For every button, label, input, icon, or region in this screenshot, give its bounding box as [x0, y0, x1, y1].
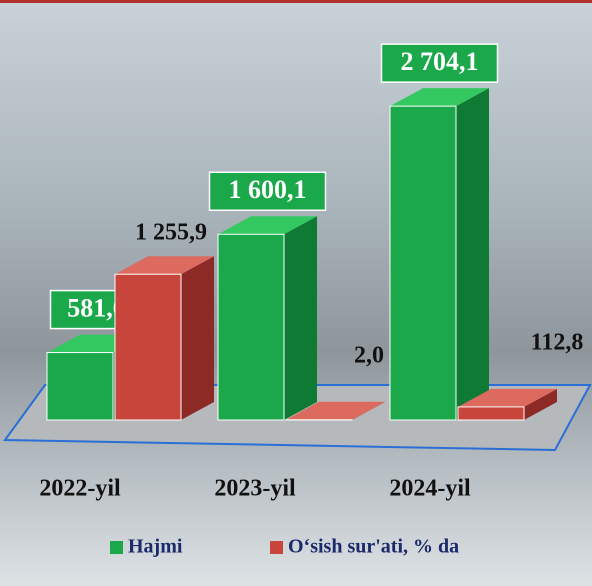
bar — [217, 216, 317, 421]
bar-side — [456, 88, 489, 420]
bar-top — [390, 88, 489, 107]
bar-side — [352, 401, 385, 420]
legend: Hajmi O‘sish sur'ati, % da — [110, 536, 459, 558]
legend-swatch — [270, 541, 283, 554]
bar — [457, 388, 557, 421]
bar — [389, 88, 489, 421]
legend-swatch — [110, 541, 123, 554]
bar-top — [458, 388, 557, 407]
bar-top — [286, 401, 385, 420]
bar-side — [284, 216, 317, 420]
value-label: 1 600,1 — [229, 175, 307, 204]
bar-front — [389, 105, 457, 421]
bar-front — [46, 352, 114, 421]
bar-front — [217, 233, 285, 421]
bar-side — [181, 256, 214, 420]
bar-top — [115, 256, 214, 275]
bar — [114, 256, 214, 421]
value-label-box — [380, 43, 499, 83]
legend-label: Hajmi — [128, 536, 183, 558]
x-tick-label: 2024-yil — [389, 476, 471, 502]
bar-front — [114, 273, 182, 421]
x-tick-label: 2023-yil — [214, 476, 296, 502]
value-label: 112,8 — [531, 329, 584, 355]
top-border — [0, 0, 592, 3]
bar-top — [218, 216, 317, 235]
value-label: 2 704,1 — [401, 47, 479, 76]
bar-front — [457, 406, 525, 421]
bar-side — [524, 388, 557, 420]
legend-label: O‘sish sur'ati, % da — [288, 536, 459, 558]
value-label: 1 255,9 — [135, 220, 207, 246]
x-tick-label: 2022-yil — [39, 476, 121, 502]
value-label-box — [208, 171, 327, 212]
bar — [285, 401, 385, 421]
